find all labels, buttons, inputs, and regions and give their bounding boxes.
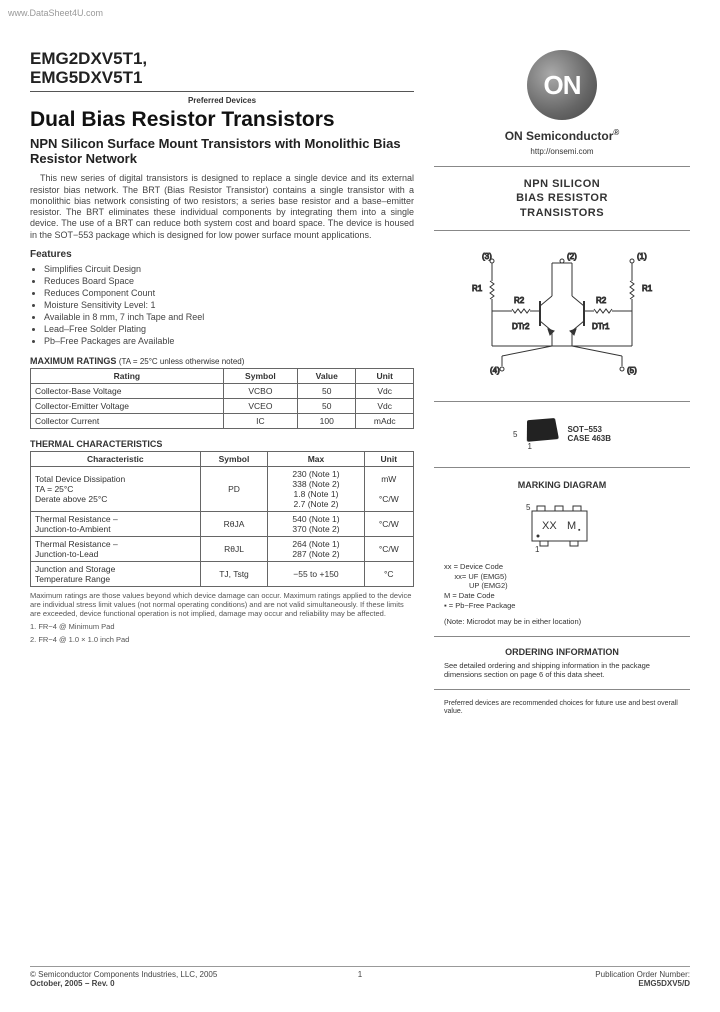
svg-text:(1): (1) xyxy=(637,252,647,261)
features-list: Simplifies Circuit Design Reduces Board … xyxy=(30,264,414,346)
feature-item: Pb–Free Packages are Available xyxy=(44,336,414,346)
revision-date: October, 2005 − Rev. 0 xyxy=(30,979,217,988)
publication-number: EMG5DXV5/D xyxy=(595,979,690,988)
logo-area: ON ON Semiconductor® http://onsemi.com xyxy=(434,50,690,156)
divider xyxy=(434,401,690,402)
table-row: Collector CurrentIC100mAdc xyxy=(31,413,414,428)
col-unit: Unit xyxy=(356,368,414,383)
feature-item: Moisture Sensitivity Level: 1 xyxy=(44,300,414,310)
col-rating: Rating xyxy=(31,368,224,383)
table-row: Total Device Dissipation TA = 25°C Derat… xyxy=(31,466,414,511)
svg-text:(2): (2) xyxy=(567,252,577,261)
case-number: CASE 463B xyxy=(567,434,611,443)
col-characteristic: Characteristic xyxy=(31,451,201,466)
preferred-devices-label: Preferred Devices xyxy=(30,96,414,105)
svg-text:R1: R1 xyxy=(642,284,653,293)
svg-text:1: 1 xyxy=(535,545,540,554)
on-logo: ON xyxy=(527,50,597,120)
svg-text:M: M xyxy=(567,520,576,532)
copyright: © Semiconductor Components Industries, L… xyxy=(30,970,217,979)
pin-5: 5 xyxy=(513,430,517,439)
preferred-note: Preferred devices are recommended choice… xyxy=(444,700,680,717)
features-heading: Features xyxy=(30,249,414,260)
body-text: This new series of digital transistors i… xyxy=(30,173,414,241)
ordering-text: See detailed ordering and shipping infor… xyxy=(444,661,680,679)
marking-note: (Note: Microdot may be in either locatio… xyxy=(444,617,680,626)
max-ratings-heading: MAXIMUM RATINGS (TA = 25°C unless otherw… xyxy=(30,356,414,366)
company-url: http://onsemi.com xyxy=(434,147,690,156)
thermal-heading: THERMAL CHARACTERISTICS xyxy=(30,439,414,449)
feature-item: Available in 8 mm, 7 inch Tape and Reel xyxy=(44,312,414,322)
svg-text:(5): (5) xyxy=(627,366,637,375)
feature-item: Lead–Free Solder Plating xyxy=(44,324,414,334)
divider xyxy=(434,230,690,231)
subtitle: NPN Silicon Surface Mount Transistors wi… xyxy=(30,137,414,167)
svg-text:R2: R2 xyxy=(596,296,607,305)
left-column: EMG2DXV5T1, EMG5DXV5T1 Preferred Devices… xyxy=(30,50,414,722)
part-number-1: EMG2DXV5T1, xyxy=(30,50,414,69)
chip-icon xyxy=(527,418,559,442)
svg-text:5: 5 xyxy=(526,503,531,512)
part-number-2: EMG5DXV5T1 xyxy=(30,69,414,88)
divider xyxy=(30,91,414,92)
schematic-diagram: (3) (2) (1) R1 R1 R2 R2 xyxy=(462,251,662,381)
feature-item: Reduces Board Space xyxy=(44,276,414,286)
main-title: Dual Bias Resistor Transistors xyxy=(30,109,414,131)
table-row: Thermal Resistance – Junction-to-Ambient… xyxy=(31,511,414,536)
divider xyxy=(434,636,690,637)
svg-text:DTr1: DTr1 xyxy=(592,322,610,331)
divider xyxy=(434,689,690,690)
svg-text:DTr2: DTr2 xyxy=(512,322,530,331)
svg-text:(3): (3) xyxy=(482,252,492,261)
part-numbers: EMG2DXV5T1, EMG5DXV5T1 xyxy=(30,50,414,87)
max-ratings-table: Rating Symbol Value Unit Collector-Base … xyxy=(30,368,414,429)
col-symbol: Symbol xyxy=(200,451,268,466)
feature-item: Simplifies Circuit Design xyxy=(44,264,414,274)
right-column: ON ON Semiconductor® http://onsemi.com N… xyxy=(434,50,690,722)
publication-label: Publication Order Number: xyxy=(595,970,690,979)
svg-text:▪: ▪ xyxy=(578,527,581,534)
company-name: ON Semiconductor® xyxy=(434,128,690,143)
svg-text:R2: R2 xyxy=(514,296,525,305)
page-number: 1 xyxy=(358,970,362,979)
ordering-title: ORDERING INFORMATION xyxy=(434,647,690,657)
package-name: SOT−553 xyxy=(567,425,611,434)
watermark: www.DataSheet4U.com xyxy=(8,8,103,18)
feature-item: Reduces Component Count xyxy=(44,288,414,298)
marking-diagram-title: MARKING DIAGRAM xyxy=(434,480,690,490)
svg-text:R1: R1 xyxy=(472,284,483,293)
col-max: Max xyxy=(268,451,364,466)
marking-diagram: 5 1 XX M ▪ xyxy=(502,496,622,556)
table-row: Collector-Emitter VoltageVCEO50Vdc xyxy=(31,398,414,413)
col-unit: Unit xyxy=(364,451,413,466)
svg-text:(4): (4) xyxy=(490,366,500,375)
transistor-type-heading: NPN SILICON BIAS RESISTOR TRANSISTORS xyxy=(434,177,690,220)
col-symbol: Symbol xyxy=(223,368,297,383)
table-row: Collector-Base VoltageVCBO50Vdc xyxy=(31,383,414,398)
table-row: Junction and Storage Temperature RangeTJ… xyxy=(31,561,414,586)
page-footer: © Semiconductor Components Industries, L… xyxy=(30,966,690,988)
svg-text:XX: XX xyxy=(542,520,557,532)
package-info: 5 1 SOT−553 CASE 463B xyxy=(434,418,690,451)
divider xyxy=(434,467,690,468)
marking-key: xx = Device Code xx= UF (EMG5) UP (EMG2)… xyxy=(444,562,680,611)
table-row: Thermal Resistance – Junction-to-LeadRθJ… xyxy=(31,536,414,561)
col-value: Value xyxy=(298,368,356,383)
divider xyxy=(434,166,690,167)
note-1: 1. FR−4 @ Minimum Pad xyxy=(30,622,414,631)
ratings-notes: Maximum ratings are those values beyond … xyxy=(30,591,414,618)
thermal-table: Characteristic Symbol Max Unit Total Dev… xyxy=(30,451,414,587)
note-2: 2. FR−4 @ 1.0 × 1.0 inch Pad xyxy=(30,635,414,644)
pin-1: 1 xyxy=(527,442,557,451)
